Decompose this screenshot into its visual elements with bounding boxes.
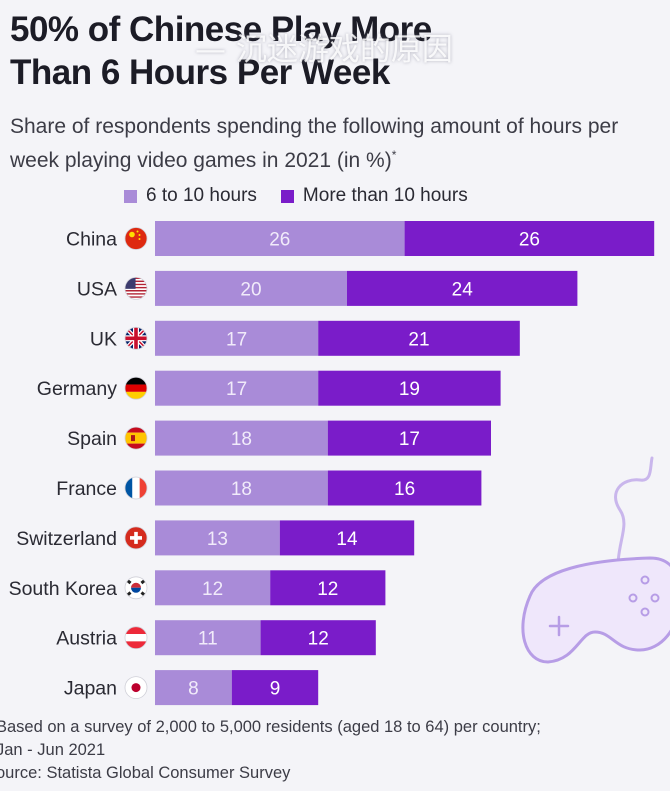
category-label-china: China: [66, 229, 117, 251]
data-label-france-6-to-10: 18: [231, 479, 252, 500]
category-label-japan: Japan: [64, 678, 117, 700]
bar-switzerland-6-to-10: [155, 520, 280, 556]
bar-uk-over-10: [318, 320, 520, 356]
bar-south-korea-6-to-10: [155, 570, 271, 606]
title-line-1: 50% of Chinese Play More: [10, 10, 432, 49]
source-line: ource: Statista Global Consumer Survey: [0, 764, 291, 782]
bar-china-over-10: [404, 221, 655, 256]
category-label-france: France: [56, 478, 117, 500]
data-label-france-over-10: 16: [394, 479, 415, 500]
chart-title: 50% of Chinese Play More Than 6 Hours Pe…: [10, 8, 660, 94]
chart-subtitle: Share of respondents spending the follow…: [10, 112, 650, 175]
data-label-japan-over-10: 9: [270, 679, 281, 700]
bar-france-6-to-10: [155, 470, 328, 506]
data-label-china-over-10: 26: [519, 230, 540, 251]
china-flag-icon: [124, 227, 148, 250]
bar-switzerland-over-10: [279, 520, 415, 556]
bar-uk-6-to-10: [155, 320, 319, 356]
subtitle-text: Share of respondents spending the follow…: [10, 115, 619, 172]
uk-flag-icon: [124, 326, 148, 350]
switzerland-flag-icon: [124, 526, 148, 550]
category-label-austria: Austria: [56, 628, 117, 650]
data-label-japan-6-to-10: 8: [188, 679, 199, 700]
bar-usa-over-10: [347, 270, 578, 306]
chart-footnote: Based on a survey of 2,000 to 5,000 resi…: [0, 716, 666, 785]
data-label-switzerland-over-10: 14: [336, 529, 358, 550]
usa-flag-icon: [124, 277, 148, 300]
data-label-china-6-to-10: 26: [269, 230, 290, 251]
footnote-line-1: Based on a survey of 2,000 to 5,000 resi…: [0, 718, 541, 736]
data-label-switzerland-6-to-10: 13: [207, 529, 228, 550]
bar-japan-6-to-10: [155, 670, 232, 706]
category-label-south-korea: South Korea: [9, 578, 118, 600]
bar-spain-over-10: [327, 420, 491, 456]
data-label-uk-over-10: 21: [408, 329, 429, 350]
bar-austria-6-to-10: [155, 620, 261, 656]
bar-germany-6-to-10: [155, 370, 319, 406]
title-line-2: Than 6 Hours Per Week: [10, 53, 390, 92]
legend-swatch-light: [124, 189, 137, 203]
category-label-usa: USA: [77, 278, 117, 300]
data-label-spain-over-10: 17: [399, 429, 420, 450]
legend-label-light: 6 to 10 hours: [146, 185, 257, 206]
france-flag-icon: [124, 476, 148, 500]
data-label-usa-6-to-10: 20: [240, 279, 261, 300]
bar-usa-6-to-10: [155, 270, 347, 306]
footnote-line-2: Jan - Jun 2021: [0, 741, 106, 759]
data-label-austria-6-to-10: 11: [198, 629, 218, 650]
data-label-austria-over-10: 12: [308, 629, 329, 650]
data-label-south-korea-6-to-10: 12: [202, 579, 223, 600]
bar-chart: China 26 26 USA 20 24 UK 17 21 Germany 17 19 Spain 18…: [9, 221, 655, 706]
austria-flag-icon: [124, 626, 148, 650]
legend-swatch-dark: [280, 189, 294, 203]
legend-item-light: 6 to 10 hours: [124, 185, 257, 207]
bar-south-korea-over-10: [270, 570, 386, 606]
category-label-switzerland: Switzerland: [16, 528, 117, 550]
spain-flag-icon: [124, 426, 148, 450]
japan-flag-icon: [124, 676, 148, 700]
data-label-germany-over-10: 19: [399, 379, 420, 400]
legend-label-dark: More than 10 hours: [302, 185, 468, 206]
category-label-spain: Spain: [67, 428, 117, 450]
bar-france-over-10: [327, 470, 482, 506]
germany-flag-icon: [124, 376, 148, 400]
data-label-spain-6-to-10: 18: [231, 429, 252, 450]
legend-item-dark: More than 10 hours: [280, 185, 468, 207]
bar-spain-6-to-10: [155, 420, 328, 456]
category-label-germany: Germany: [37, 378, 117, 400]
bar-austria-over-10: [260, 620, 376, 656]
bar-china-6-to-10: [155, 221, 405, 256]
data-label-uk-6-to-10: 17: [226, 329, 247, 350]
data-label-germany-6-to-10: 17: [226, 379, 247, 400]
bar-japan-over-10: [231, 670, 319, 706]
chart-legend: 6 to 10 hours More than 10 hours: [124, 184, 492, 208]
data-label-usa-over-10: 24: [452, 279, 474, 300]
bar-germany-over-10: [318, 370, 501, 406]
subtitle-footnote-mark: *: [391, 148, 397, 162]
south-korea-flag-icon: [124, 576, 148, 600]
data-label-south-korea-over-10: 12: [317, 579, 338, 600]
watermark-overlay: — 沉迷游戏的原因: [195, 32, 453, 68]
category-label-uk: UK: [90, 328, 117, 350]
